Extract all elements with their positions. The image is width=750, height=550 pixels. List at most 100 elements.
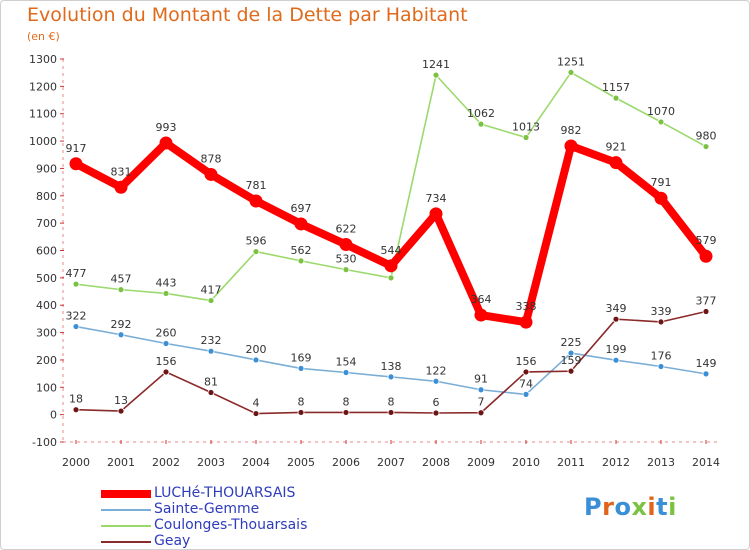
data-point-geay: [477, 409, 485, 417]
data-label-coulonges-thouarsais: 1013: [512, 121, 540, 134]
data-label-geay: 13: [114, 394, 128, 407]
data-point-geay: [342, 409, 350, 416]
legend-swatch: [101, 509, 151, 511]
logo-letter: i: [647, 493, 657, 521]
data-label-geay: 156: [156, 355, 177, 368]
data-label-sainte-gemme: 200: [246, 343, 267, 356]
data-label-sainte-gemme: 176: [651, 349, 672, 362]
data-label-sainte-gemme: 292: [111, 318, 132, 331]
data-point-geay: [72, 406, 80, 414]
data-point-luch-thouarsais: [519, 315, 533, 329]
data-point-sainte-gemme: [342, 369, 350, 376]
legend-label: Coulonges-Thouarsais: [154, 517, 308, 533]
data-point-luch-thouarsais: [699, 249, 713, 263]
data-label-geay: 81: [204, 375, 218, 388]
y-tick-label: 900: [36, 162, 57, 175]
data-point-geay: [432, 409, 440, 417]
data-point-geay: [297, 409, 305, 416]
y-tick-label: 100: [36, 381, 57, 394]
data-point-coulonges-thouarsais: [207, 297, 215, 304]
data-label-coulonges-thouarsais: 1157: [602, 81, 630, 94]
data-label-luch-thouarsais: 544: [381, 244, 402, 257]
data-point-luch-thouarsais: [429, 207, 443, 221]
data-label-coulonges-thouarsais: 443: [156, 276, 177, 289]
data-label-luch-thouarsais: 831: [111, 165, 132, 178]
x-tick-label: 2010: [512, 456, 540, 469]
data-label-geay: 8: [343, 395, 350, 408]
y-tick-label: 1100: [29, 108, 57, 121]
data-label-coulonges-thouarsais: 457: [111, 273, 132, 286]
data-label-luch-thouarsais: 781: [246, 179, 267, 192]
y-tick-label: 400: [36, 299, 57, 312]
data-label-luch-thouarsais: 791: [651, 176, 672, 189]
data-label-coulonges-thouarsais: 477: [66, 267, 87, 280]
x-tick-label: 2014: [692, 456, 720, 469]
data-point-luch-thouarsais: [654, 191, 668, 205]
data-point-luch-thouarsais: [204, 167, 218, 181]
data-point-coulonges-thouarsais: [567, 69, 575, 76]
data-label-sainte-gemme: 122: [426, 364, 447, 377]
data-label-sainte-gemme: 149: [696, 357, 717, 370]
data-point-sainte-gemme: [612, 356, 620, 364]
data-label-geay: 339: [651, 305, 672, 318]
data-label-luch-thouarsais: 622: [336, 222, 357, 235]
logo-letter: t: [656, 493, 669, 521]
data-label-sainte-gemme: 225: [561, 336, 582, 349]
data-label-luch-thouarsais: 917: [66, 142, 87, 155]
data-label-coulonges-thouarsais: 1062: [467, 107, 495, 120]
data-label-geay: 7: [478, 396, 485, 409]
data-point-luch-thouarsais: [339, 237, 353, 251]
data-point-sainte-gemme: [522, 390, 530, 398]
x-tick-label: 2000: [62, 456, 90, 469]
data-label-sainte-gemme: 138: [381, 360, 402, 373]
data-label-coulonges-thouarsais: 1251: [557, 55, 585, 68]
legend-label: Geay: [154, 533, 191, 549]
data-label-geay: 159: [561, 354, 582, 367]
x-tick-label: 2001: [107, 456, 135, 469]
data-label-sainte-gemme: 232: [201, 334, 222, 347]
data-label-luch-thouarsais: 697: [291, 202, 312, 215]
legend-label: Sainte-Gemme: [154, 501, 260, 517]
logo-letter: x: [631, 493, 648, 521]
data-label-geay: 6: [433, 396, 440, 409]
data-point-geay: [162, 368, 170, 376]
data-point-sainte-gemme: [297, 365, 305, 372]
data-label-geay: 4: [253, 397, 260, 410]
x-tick-label: 2013: [647, 456, 675, 469]
data-point-coulonges-thouarsais: [387, 274, 395, 282]
data-label-coulonges-thouarsais: 596: [246, 235, 267, 248]
data-label-coulonges-thouarsais: 530: [336, 253, 357, 266]
data-label-sainte-gemme: 260: [156, 327, 177, 340]
data-label-coulonges-thouarsais: 1070: [647, 105, 675, 118]
x-tick-label: 2002: [152, 456, 180, 469]
logo-letter: o: [614, 493, 632, 521]
x-tick-label: 2003: [197, 456, 225, 469]
data-point-coulonges-thouarsais: [477, 120, 485, 128]
data-point-luch-thouarsais: [609, 156, 623, 170]
x-tick-label: 2008: [422, 456, 450, 469]
data-point-geay: [612, 315, 620, 323]
data-label-geay: 18: [69, 393, 83, 406]
data-label-coulonges-thouarsais: 562: [291, 244, 312, 257]
x-tick-label: 2004: [242, 456, 270, 469]
proxiti-logo: Proxiti: [584, 493, 677, 521]
data-point-geay: [117, 407, 125, 415]
data-point-coulonges-thouarsais: [657, 118, 665, 126]
logo-letter: r: [602, 493, 615, 521]
data-point-coulonges-thouarsais: [72, 280, 80, 288]
y-tick-label: 200: [36, 354, 57, 367]
data-point-geay: [252, 410, 260, 417]
data-point-coulonges-thouarsais: [342, 266, 350, 274]
data-label-luch-thouarsais: 734: [426, 192, 447, 205]
data-label-luch-thouarsais: 878: [201, 152, 222, 165]
x-tick-label: 2006: [332, 456, 360, 469]
data-point-geay: [207, 389, 215, 396]
data-label-sainte-gemme: 169: [291, 351, 312, 364]
data-label-sainte-gemme: 322: [66, 310, 87, 323]
data-point-luch-thouarsais: [249, 194, 263, 208]
y-tick-label: -100: [32, 436, 57, 449]
data-label-luch-thouarsais: 993: [156, 121, 177, 134]
data-point-coulonges-thouarsais: [522, 134, 530, 141]
data-label-coulonges-thouarsais: 417: [201, 284, 222, 297]
